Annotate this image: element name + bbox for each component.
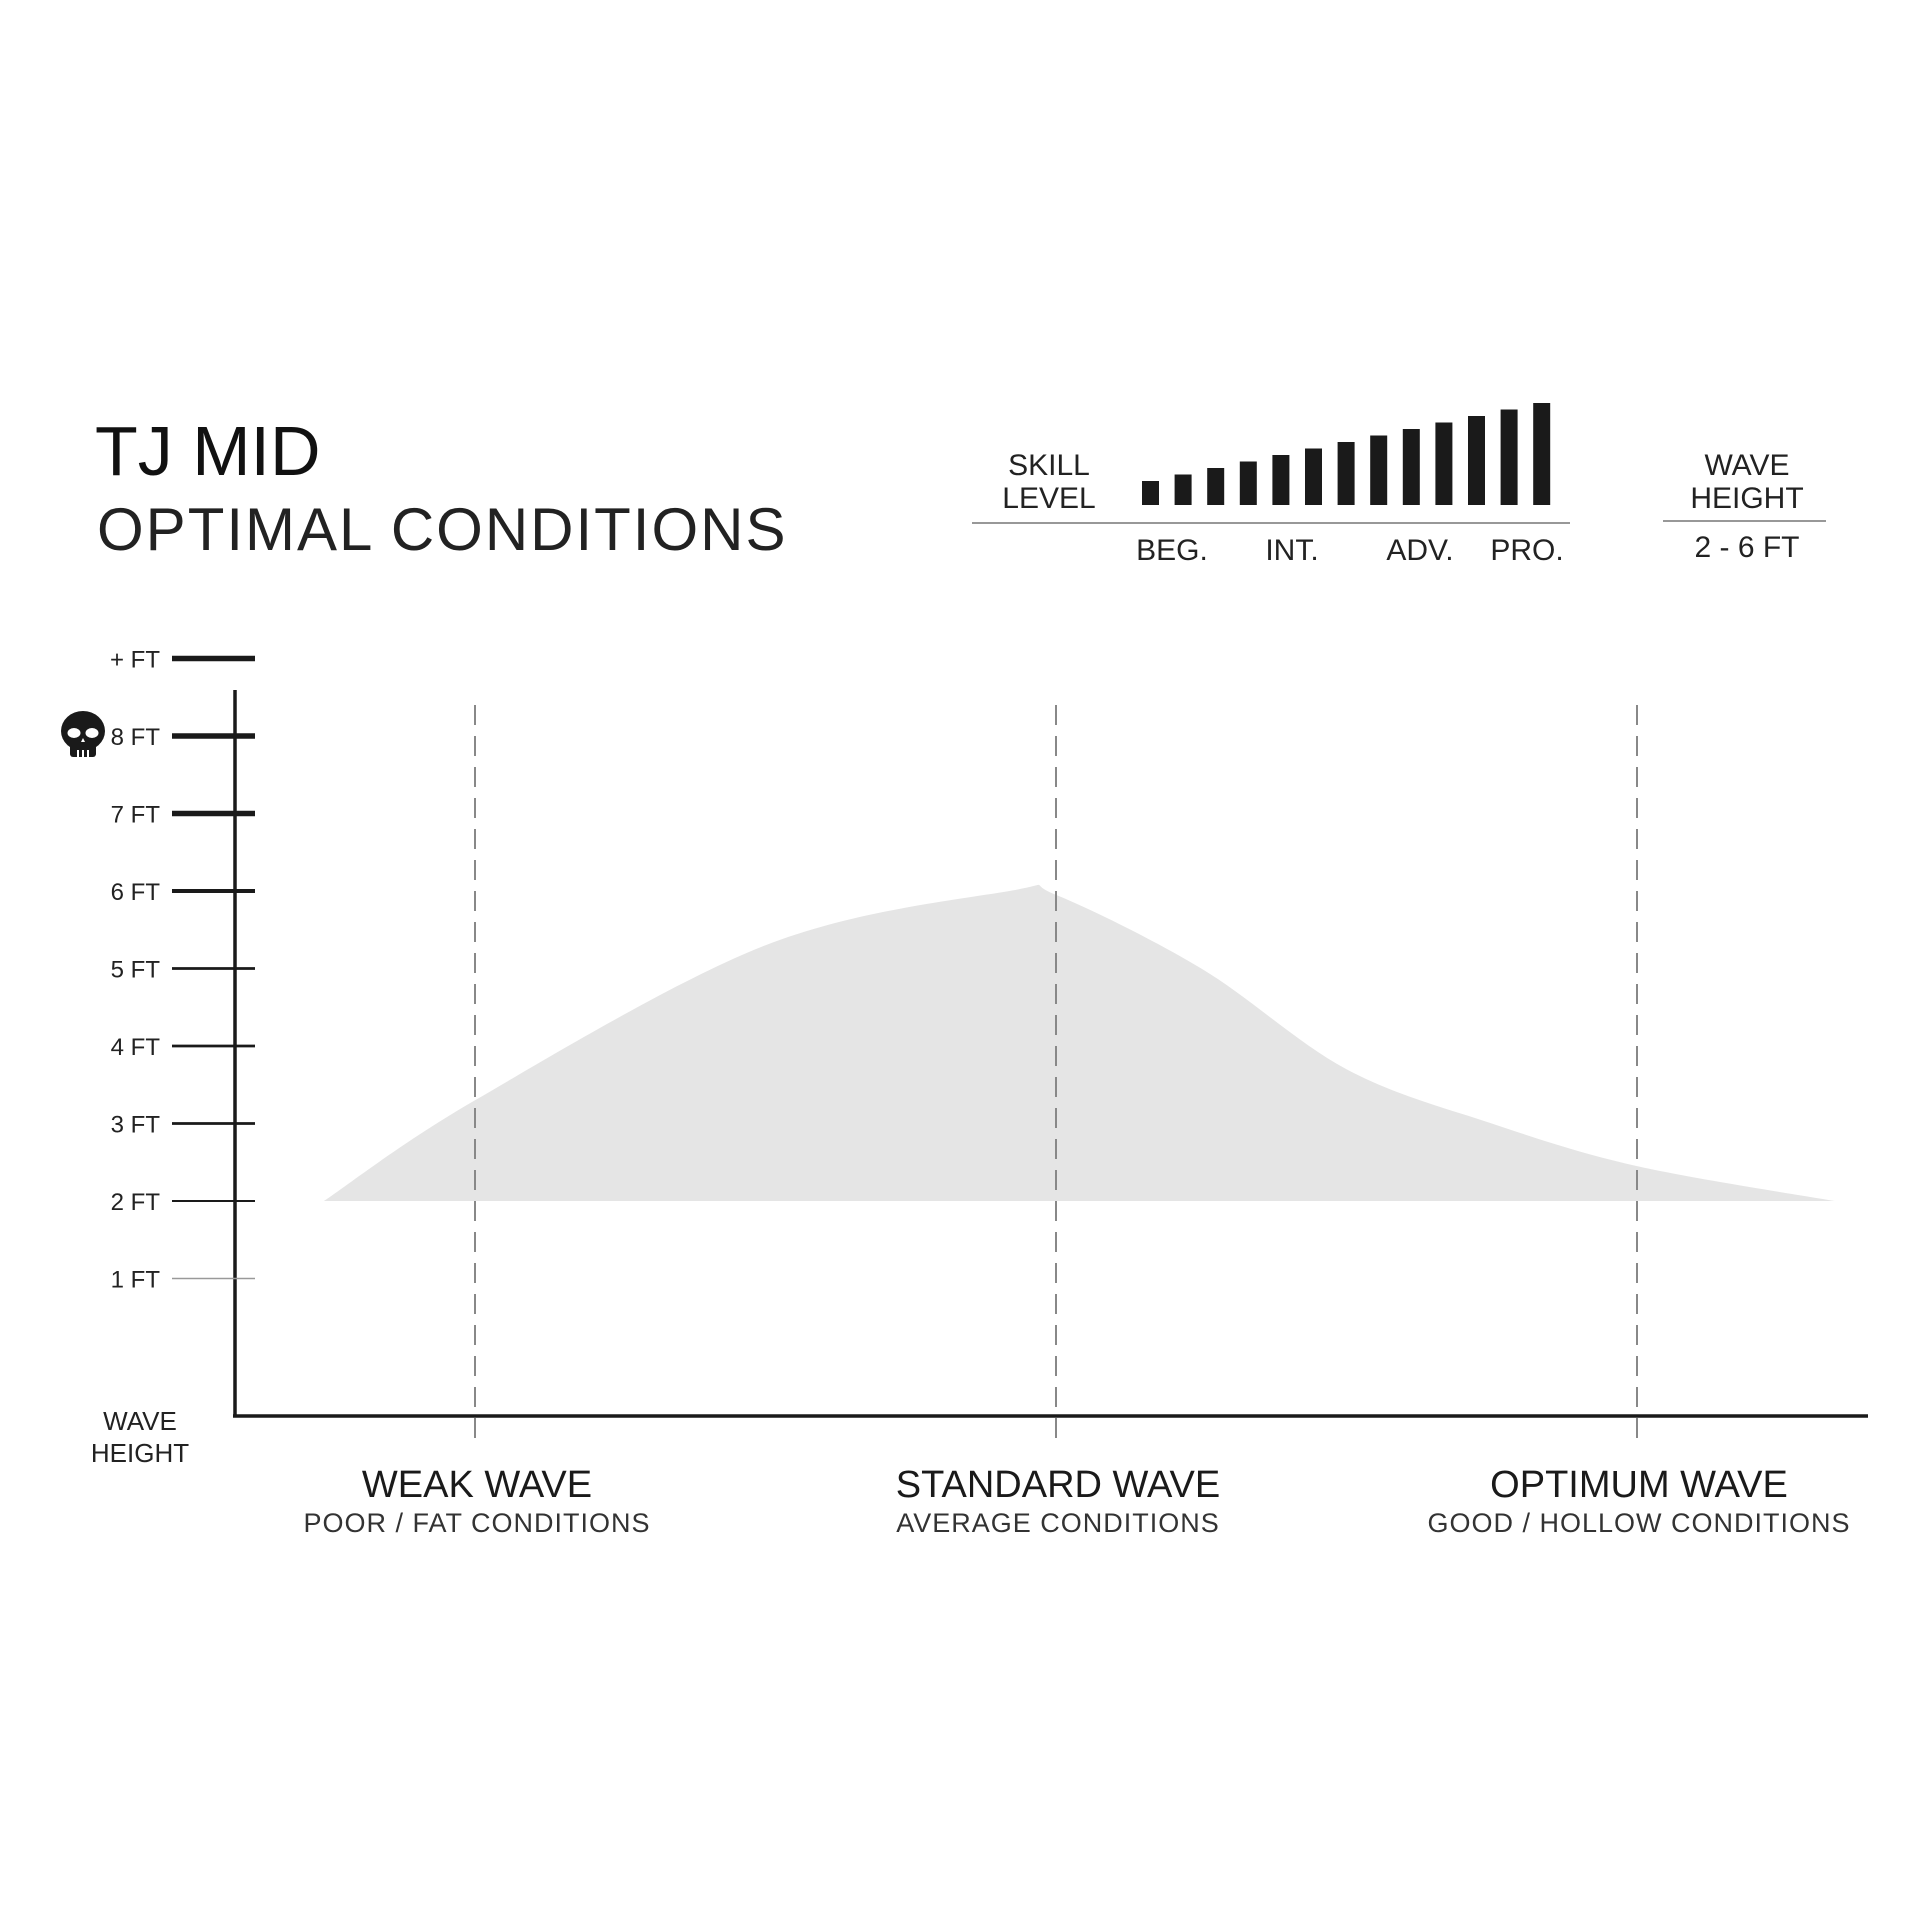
x-category-title: OPTIMUM WAVE xyxy=(1490,1464,1788,1506)
x-category-title: STANDARD WAVE xyxy=(896,1464,1220,1506)
skill-level-label-line1: SKILL xyxy=(1008,449,1090,482)
y-tick-label: 2 FT xyxy=(111,1189,161,1216)
x-category-subtitle: AVERAGE CONDITIONS xyxy=(896,1508,1220,1538)
skill-bar xyxy=(1239,461,1257,505)
skill-bar xyxy=(1174,474,1192,505)
y-tick-label: 6 FT xyxy=(111,879,161,906)
x-category-subtitle: GOOD / HOLLOW CONDITIONS xyxy=(1427,1508,1850,1538)
skill-level-adv: ADV. xyxy=(1386,534,1453,567)
skill-bar xyxy=(1337,442,1355,505)
y-tick-label: 8 FT xyxy=(111,724,161,751)
skill-bar xyxy=(1207,468,1225,505)
skill-bar xyxy=(1305,448,1322,505)
skill-bar xyxy=(1435,422,1453,505)
y-tick-label: 3 FT xyxy=(111,1112,161,1139)
y-tick-label: 5 FT xyxy=(111,957,161,984)
wave-height-label-line2: HEIGHT xyxy=(1690,482,1803,515)
skill-bar xyxy=(1500,409,1518,505)
wave-height-label-line1: WAVE xyxy=(1704,449,1789,482)
y-ticks: 1 FT 2 FT 3 FT 4 FT 5 FT 6 FT 7 FT 8 FT + FT xyxy=(110,647,255,1294)
skill-level-pro: PRO. xyxy=(1490,534,1563,567)
skill-bar xyxy=(1468,416,1485,505)
wave-height-value: 2 - 6 FT xyxy=(1694,531,1799,564)
skill-bar xyxy=(1533,403,1551,505)
skill-level-label-line2: LEVEL xyxy=(1002,482,1095,515)
y-axis-label-line2: HEIGHT xyxy=(91,1438,189,1468)
skill-level-beg: BEG. xyxy=(1136,534,1208,567)
wave-chart: 1 FT 2 FT 3 FT 4 FT 5 FT 6 FT 7 FT 8 FT + FT WAV… xyxy=(61,647,1868,1538)
y-tick-label: 7 FT xyxy=(111,802,161,829)
skill-bar xyxy=(1402,429,1420,505)
skill-bar xyxy=(1272,455,1290,505)
page-subtitle: OPTIMAL CONDITIONS xyxy=(97,496,788,563)
x-category-subtitle: POOR / FAT CONDITIONS xyxy=(303,1508,650,1538)
optimal-range-area xyxy=(323,884,1835,1201)
page-title: TJ MID xyxy=(95,412,321,490)
y-tick-label: 4 FT xyxy=(111,1034,161,1061)
skill-bar xyxy=(1370,435,1388,505)
wave-height-panel: WAVE HEIGHT 2 - 6 FT xyxy=(1663,449,1826,564)
skull-icon xyxy=(61,711,105,757)
skill-bars xyxy=(1142,403,1551,505)
skill-level-int: INT. xyxy=(1265,534,1318,567)
x-category-title: WEAK WAVE xyxy=(362,1464,592,1506)
y-tick-label: + FT xyxy=(110,647,160,674)
skill-level-panel: SKILL LEVEL BEG. INT. ADV. PRO. xyxy=(972,403,1570,567)
skill-bar xyxy=(1142,481,1159,505)
y-tick-label: 1 FT xyxy=(111,1267,161,1294)
y-axis-label-line1: WAVE xyxy=(103,1406,177,1436)
